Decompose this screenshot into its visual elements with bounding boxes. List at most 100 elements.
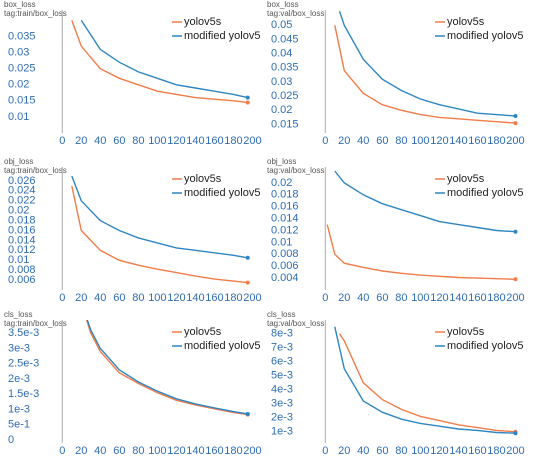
x-tick-label: 200 [506, 292, 524, 304]
chart-title: cls_loss [267, 310, 295, 319]
plot [71, 175, 250, 285]
x-tick-label: 60 [376, 292, 388, 304]
legend-label: modified yolov5 [184, 30, 260, 42]
x-tick-label: 40 [94, 292, 106, 304]
x-tick-label: 140 [449, 445, 467, 457]
y-tick-label: 0.01 [271, 236, 292, 248]
y-tick-label: 0.05 [271, 19, 292, 31]
y-tick-label: 0.02 [8, 205, 29, 217]
x-tick-label: 160 [468, 292, 486, 304]
y-tick-label: 1e-3 [8, 403, 30, 415]
x-tick-label: 20 [75, 135, 87, 147]
series-line [80, 20, 248, 99]
y-tick-label: 0.024 [8, 185, 36, 197]
x-tick-label: 80 [395, 135, 407, 147]
y-tick-label: 0.006 [8, 274, 36, 286]
y-tick-label: 4e-3 [271, 384, 293, 396]
plot [334, 10, 518, 126]
x-tick-label: 120 [167, 445, 185, 457]
x-tick-label: 0 [322, 135, 328, 147]
x-tick-label: 80 [395, 292, 407, 304]
chart-subtitle: tag:val/box_loss [267, 9, 324, 18]
legend-label: yolov5s [184, 16, 222, 28]
x-tick-label: 160 [205, 445, 223, 457]
y-tick-label: 0.012 [8, 244, 36, 256]
x-tick-label: 120 [167, 292, 185, 304]
x-tick-label: 80 [132, 292, 144, 304]
x-tick-label: 20 [75, 292, 87, 304]
y-tick-label: 0.018 [8, 214, 36, 226]
y-tick-label: 0.035 [271, 62, 299, 74]
series-line [86, 320, 248, 415]
x-tick-label: 100 [148, 135, 166, 147]
series-line [326, 224, 516, 280]
x-tick-label: 0 [59, 135, 65, 147]
x-tick-label: 140 [186, 445, 204, 457]
end-point [245, 100, 250, 105]
x-tick-label: 0 [322, 292, 328, 304]
end-point [513, 431, 518, 436]
x-tick-label: 180 [224, 135, 242, 147]
x-tick-label: 80 [132, 445, 144, 457]
y-tick-label: 3.5e-3 [8, 327, 39, 339]
legend-label: yolov5s [447, 173, 485, 185]
end-point [245, 255, 250, 260]
y-tick-label: 0.014 [8, 234, 36, 246]
y-tick-label: 1.5e-3 [8, 388, 39, 400]
legend-label: yolov5s [184, 326, 222, 338]
x-tick-label: 20 [338, 445, 350, 457]
y-tick-label: 1e-3 [271, 426, 293, 438]
end-point [245, 412, 250, 417]
y-tick-label: 7e-3 [271, 342, 293, 354]
end-point [245, 95, 250, 100]
y-tick-label: 0.01 [8, 254, 29, 266]
x-tick-label: 160 [468, 445, 486, 457]
y-tick-label: 0.045 [271, 33, 299, 45]
y-tick-label: 2e-3 [271, 412, 293, 424]
chart-title: obj_loss [4, 157, 33, 166]
y-tick-label: 5e-3 [271, 370, 293, 382]
y-tick-label: 3e-3 [271, 398, 293, 410]
x-tick-label: 120 [430, 445, 448, 457]
y-tick-label: 0.025 [8, 63, 36, 75]
x-tick-label: 100 [411, 292, 429, 304]
x-tick-label: 40 [94, 445, 106, 457]
end-point [513, 229, 518, 234]
y-tick-label: 0 [8, 434, 14, 446]
x-tick-label: 160 [205, 292, 223, 304]
y-tick-label: 0.018 [271, 189, 299, 201]
y-tick-label: 0.026 [8, 175, 36, 187]
x-tick-label: 120 [430, 292, 448, 304]
x-tick-label: 0 [322, 445, 328, 457]
x-tick-label: 100 [411, 135, 429, 147]
x-tick-label: 200 [243, 292, 261, 304]
chart-subtitle: tag:train/box_loss [4, 319, 67, 328]
x-tick-label: 0 [59, 445, 65, 457]
y-tick-label: 2e-3 [8, 373, 30, 385]
series-line [334, 170, 516, 233]
y-tick-label: 0.004 [271, 272, 299, 284]
x-tick-label: 180 [487, 445, 505, 457]
x-tick-label: 20 [75, 445, 87, 457]
chart-subtitle: tag:train/box_loss [4, 9, 67, 18]
y-tick-label: 2.5e-3 [8, 358, 39, 370]
x-tick-label: 180 [487, 292, 505, 304]
x-tick-label: 20 [338, 292, 350, 304]
x-tick-label: 40 [357, 292, 369, 304]
x-tick-label: 40 [357, 445, 369, 457]
plot [334, 326, 518, 436]
series-line [334, 25, 516, 124]
y-tick-label: 0.03 [271, 76, 292, 88]
y-tick-label: 0.006 [271, 260, 299, 272]
x-tick-label: 180 [224, 292, 242, 304]
plot [85, 320, 250, 417]
y-tick-label: 0.02 [271, 104, 292, 116]
legend-label: yolov5s [447, 326, 485, 338]
x-tick-label: 200 [506, 135, 524, 147]
x-tick-label: 140 [186, 135, 204, 147]
x-tick-label: 20 [338, 135, 350, 147]
chart-subtitle: tag:val/box_loss [267, 166, 324, 175]
end-point [513, 121, 518, 126]
